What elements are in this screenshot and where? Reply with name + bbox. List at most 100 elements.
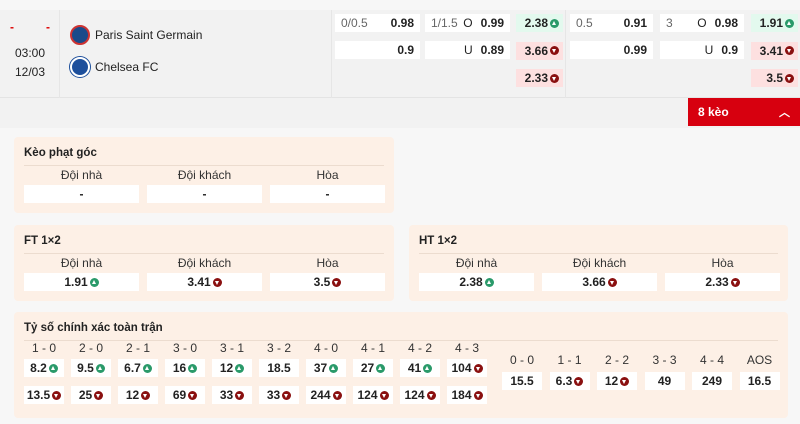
score-home-odds[interactable]: 12: [212, 359, 252, 377]
away-score: -: [46, 20, 50, 34]
more-bets-button[interactable]: 8 kèo ︿: [688, 98, 800, 126]
divider: [24, 165, 384, 166]
score-home-odds[interactable]: 16: [165, 359, 205, 377]
column-label: Hòa: [316, 256, 339, 270]
odds-cell[interactable]: 3.66: [542, 273, 657, 291]
draw-score-odds[interactable]: 15.5: [502, 372, 542, 390]
arrow-down-icon: [574, 376, 584, 386]
odds-cell[interactable]: 3.41: [147, 273, 262, 291]
match-row[interactable]: - - 03:00 12/03 Paris Saint Germain Chel…: [0, 10, 800, 98]
handicap-home-odds[interactable]: 0.5 0.91: [570, 14, 653, 32]
score-home-odds[interactable]: 8.2: [24, 359, 64, 377]
draw-score-label: 0 - 0: [509, 353, 534, 367]
draw-score-label: 4 - 4: [699, 353, 724, 367]
handicap-away-odds[interactable]: 0.99: [570, 41, 653, 59]
column-label: Đội khách: [572, 256, 627, 270]
draw-score-odds[interactable]: 249: [692, 372, 732, 390]
match-time-column: - - 03:00 12/03: [0, 10, 60, 98]
draw-score-odds[interactable]: 16.5: [739, 372, 780, 390]
corner-title: Kèo phạt góc: [24, 147, 97, 159]
1x2-odds[interactable]: 3.41: [751, 41, 798, 60]
handicap-home-odds[interactable]: 0/0.5 0.98: [335, 14, 420, 32]
away-team-name: Chelsea FC: [95, 60, 159, 74]
score-away-odds[interactable]: 244: [306, 386, 346, 404]
draw-score-odds[interactable]: 49: [644, 372, 685, 390]
teams-column: Paris Saint Germain Chelsea FC: [60, 10, 332, 98]
score-home-odds[interactable]: 27: [353, 359, 393, 377]
arrow-down-icon: [785, 46, 794, 55]
score-away-odds[interactable]: 124: [400, 386, 440, 404]
draw-score-odds[interactable]: 6.3: [549, 372, 590, 390]
score-home-odds[interactable]: 18.5: [259, 359, 299, 377]
score-label: 3 - 1: [219, 341, 244, 355]
score-away-odds[interactable]: 25: [71, 386, 111, 404]
arrow-up-icon: [550, 18, 559, 28]
arrow-up-icon: [329, 363, 339, 373]
score-home-odds[interactable]: 104: [447, 359, 487, 377]
correct-score-title: Tỷ số chính xác toàn trận: [24, 322, 163, 334]
chevron-up-icon: ︿: [779, 107, 790, 119]
score-home-odds[interactable]: 41: [400, 359, 440, 377]
score-label: 2 - 0: [78, 341, 103, 355]
arrow-down-icon: [550, 73, 559, 83]
score-home-odds[interactable]: 6.7: [118, 359, 158, 377]
score-away-odds[interactable]: 184: [447, 386, 487, 404]
score-label: 4 - 0: [313, 341, 338, 355]
odds-cell[interactable]: 3.5: [270, 273, 385, 291]
odds-cell[interactable]: 2.38: [419, 273, 534, 291]
handicap-away-odds[interactable]: 0.9: [335, 41, 420, 59]
arrow-down-icon: [52, 390, 62, 400]
expand-band: [0, 98, 800, 128]
1x2-odds[interactable]: 3.66: [516, 41, 563, 60]
line: 0/0.5: [341, 16, 368, 30]
odds-cell[interactable]: -: [147, 185, 262, 203]
away-team[interactable]: Chelsea FC: [70, 57, 158, 77]
1x2-odds[interactable]: 2.38: [516, 14, 563, 32]
arrow-up-icon: [423, 363, 433, 373]
score-away-odds[interactable]: 12: [118, 386, 158, 404]
1x2-odds[interactable]: 2.33: [516, 69, 563, 87]
1x2-odds[interactable]: 3.5: [751, 69, 798, 87]
arrow-down-icon: [607, 277, 617, 287]
score-home-odds[interactable]: 9.5: [71, 359, 111, 377]
arrow-up-icon: [235, 363, 245, 373]
odds-cell[interactable]: 2.33: [665, 273, 780, 291]
odds-cell[interactable]: 1.91: [24, 273, 139, 291]
under-odds[interactable]: U 0.9: [660, 41, 744, 59]
score-away-odds[interactable]: 33: [212, 386, 252, 404]
score-away-odds[interactable]: 124: [353, 386, 393, 404]
arrow-down-icon: [379, 390, 389, 400]
score-label: 4 - 1: [360, 341, 385, 355]
divider: [24, 253, 384, 254]
score-label: 3 - 2: [266, 341, 291, 355]
arrow-down-icon: [620, 376, 630, 386]
line: 0.5: [576, 16, 593, 30]
over-odds[interactable]: 3 O 0.98: [660, 14, 744, 32]
over-odds[interactable]: 1/1.5 O 0.99: [425, 14, 510, 32]
score-label: 2 - 1: [125, 341, 150, 355]
ht-title: HT 1×2: [419, 235, 458, 247]
psg-logo-icon: [70, 25, 90, 45]
column-label: Đội nhà: [60, 256, 103, 270]
odds-cell[interactable]: -: [270, 185, 385, 203]
score-away-odds[interactable]: 69: [165, 386, 205, 404]
score-away-odds[interactable]: 33: [259, 386, 299, 404]
column-label: Đội khách: [177, 168, 232, 182]
ht-1x2-panel: HT 1×2 Đội nhà 2.38 Đội khách 3.66 Hòa 2.33: [409, 225, 788, 301]
under-odds[interactable]: U 0.89: [425, 41, 510, 59]
home-team[interactable]: Paris Saint Germain: [70, 25, 202, 45]
odds-cell[interactable]: -: [24, 185, 139, 203]
arrow-down-icon: [730, 277, 740, 287]
draw-score-label: 3 - 3: [652, 353, 677, 367]
draw-score-odds[interactable]: 12: [597, 372, 637, 390]
score-away-odds[interactable]: 13.5: [24, 386, 64, 404]
arrow-up-icon: [188, 363, 198, 373]
arrow-down-icon: [473, 390, 483, 400]
1x2-odds[interactable]: 1.91: [751, 14, 798, 32]
column-label: Đội nhà: [455, 256, 498, 270]
score-home-odds[interactable]: 37: [306, 359, 346, 377]
chelsea-logo-icon: [70, 57, 90, 77]
arrow-down-icon: [785, 73, 794, 83]
column-label: Đội khách: [177, 256, 232, 270]
corner-panel: Kèo phạt góc Đội nhà - Đội khách - Hòa -: [14, 137, 394, 213]
